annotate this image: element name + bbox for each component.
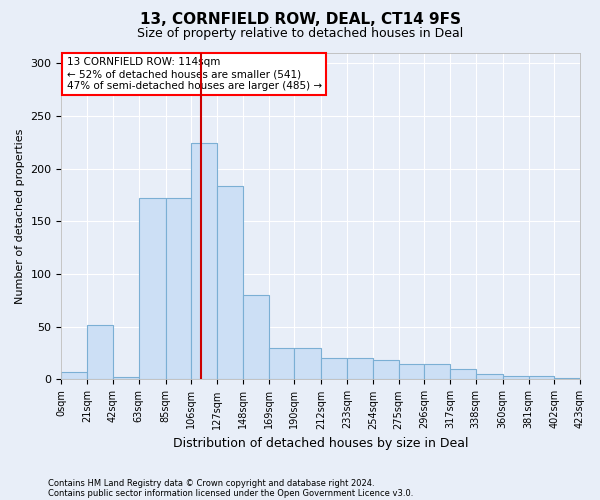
Bar	[191, 143, 217, 380]
Bar	[476, 374, 503, 380]
Bar	[113, 378, 139, 380]
Bar	[373, 360, 398, 380]
Bar	[554, 378, 580, 380]
Bar	[398, 364, 424, 380]
Text: Contains HM Land Registry data © Crown copyright and database right 2024.: Contains HM Land Registry data © Crown c…	[48, 478, 374, 488]
Bar	[61, 372, 87, 380]
Bar	[424, 364, 450, 380]
Text: Size of property relative to detached houses in Deal: Size of property relative to detached ho…	[137, 28, 463, 40]
Bar	[295, 348, 322, 380]
Y-axis label: Number of detached properties: Number of detached properties	[15, 128, 25, 304]
Bar	[347, 358, 373, 380]
Bar	[450, 369, 476, 380]
Bar	[87, 324, 113, 380]
Bar	[269, 348, 295, 380]
Text: 13 CORNFIELD ROW: 114sqm
← 52% of detached houses are smaller (541)
47% of semi-: 13 CORNFIELD ROW: 114sqm ← 52% of detach…	[67, 58, 322, 90]
X-axis label: Distribution of detached houses by size in Deal: Distribution of detached houses by size …	[173, 437, 469, 450]
Bar	[166, 198, 191, 380]
Text: 13, CORNFIELD ROW, DEAL, CT14 9FS: 13, CORNFIELD ROW, DEAL, CT14 9FS	[139, 12, 461, 28]
Text: Contains public sector information licensed under the Open Government Licence v3: Contains public sector information licen…	[48, 488, 413, 498]
Bar	[139, 198, 166, 380]
Bar	[322, 358, 347, 380]
Bar	[243, 295, 269, 380]
Bar	[217, 186, 243, 380]
Bar	[503, 376, 529, 380]
Bar	[529, 376, 554, 380]
